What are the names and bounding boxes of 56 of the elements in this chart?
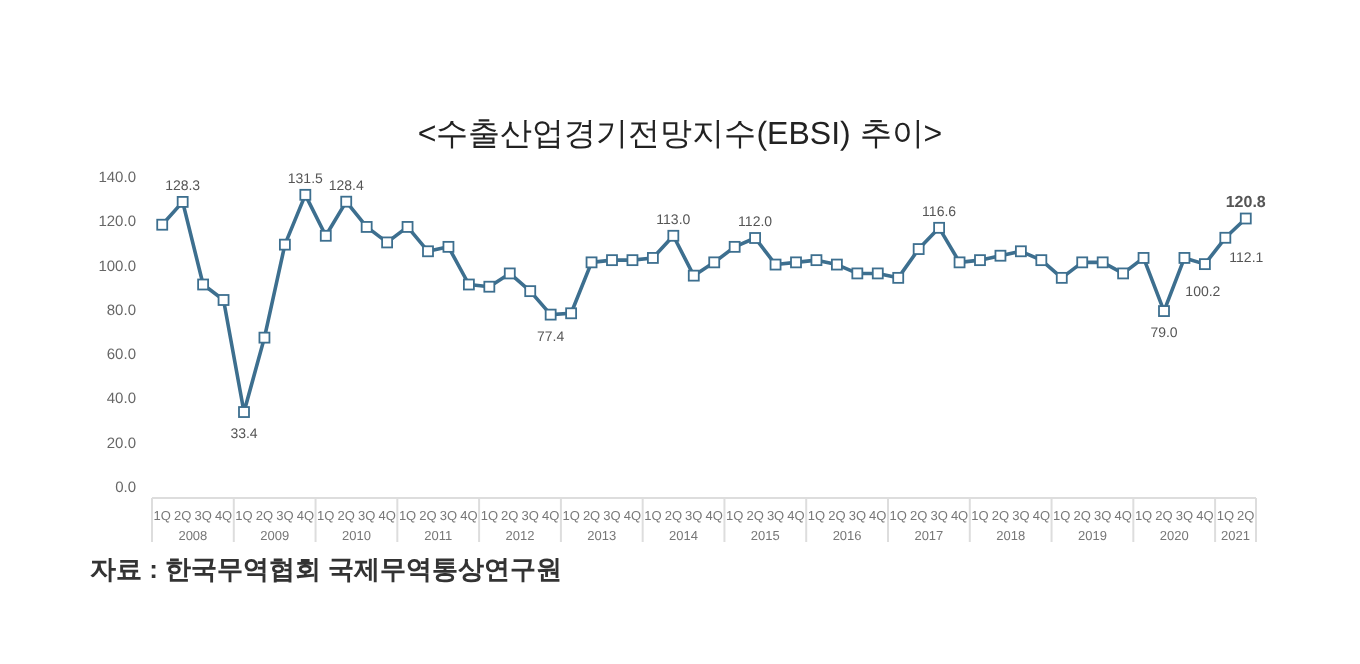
point — [953, 256, 966, 269]
point — [1076, 256, 1089, 269]
point — [503, 267, 516, 280]
point — [483, 280, 496, 293]
point — [994, 249, 1007, 262]
point — [1219, 231, 1232, 244]
point — [360, 221, 373, 233]
point — [892, 271, 905, 284]
point — [871, 267, 884, 280]
point — [687, 269, 700, 282]
point — [442, 240, 455, 253]
point — [1239, 212, 1252, 225]
point — [238, 406, 250, 418]
point — [1055, 271, 1068, 284]
point — [1014, 245, 1027, 258]
point — [1178, 252, 1191, 264]
point — [319, 229, 332, 242]
point — [1117, 267, 1130, 280]
point — [933, 221, 946, 234]
point — [340, 195, 353, 208]
point — [749, 232, 762, 244]
point — [1158, 305, 1170, 317]
point — [381, 236, 394, 249]
point — [544, 308, 557, 321]
point — [790, 256, 802, 269]
point — [626, 254, 639, 267]
point — [278, 238, 291, 251]
point — [258, 331, 271, 344]
point — [667, 229, 680, 242]
point — [912, 243, 925, 255]
point — [1096, 256, 1109, 269]
point — [708, 256, 721, 269]
point — [606, 254, 618, 267]
point — [524, 285, 537, 298]
point — [401, 221, 414, 233]
point — [176, 196, 189, 208]
point — [197, 278, 210, 291]
point — [974, 254, 986, 267]
point — [851, 267, 864, 280]
point — [830, 258, 843, 271]
point — [156, 218, 169, 231]
point — [217, 294, 230, 306]
point — [1198, 258, 1211, 271]
chart-title: <수출산업경기전망지수(EBSI) 추이> — [417, 118, 943, 152]
point — [1035, 254, 1048, 267]
text: 자료 : 한국무역협회 국제무역통상연구원 — [90, 554, 563, 584]
point — [422, 245, 434, 258]
point — [728, 240, 741, 253]
point — [1137, 252, 1150, 264]
data-label: 120.8 — [1225, 192, 1267, 211]
point — [462, 278, 475, 291]
point — [585, 256, 598, 269]
point — [646, 252, 659, 264]
point — [810, 254, 823, 267]
point — [299, 188, 312, 201]
point — [565, 307, 578, 320]
